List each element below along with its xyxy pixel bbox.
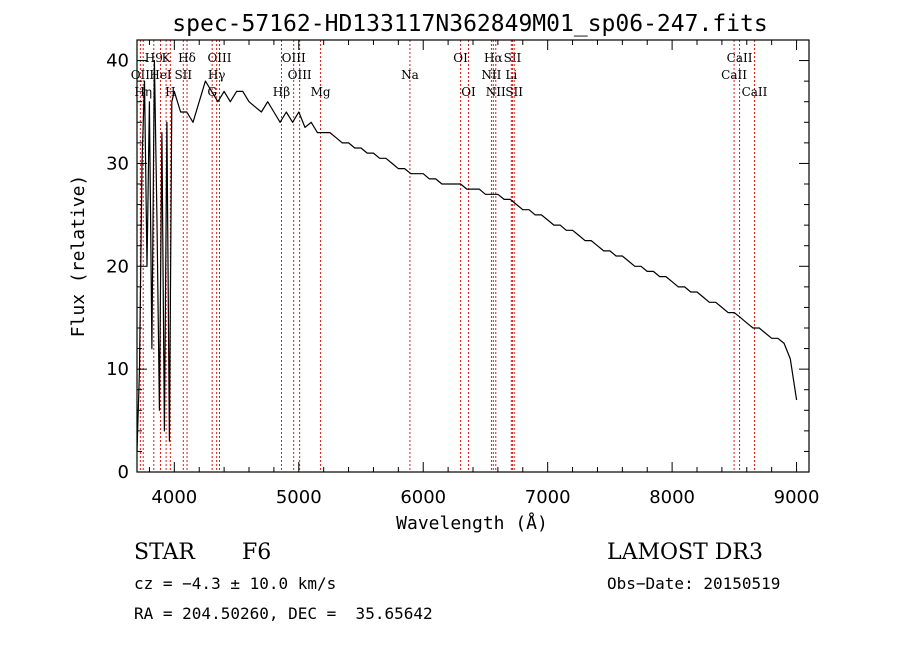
plot-frame (136, 39, 810, 473)
y-tick-label: 30 (106, 153, 129, 174)
line-marker-label: SII (504, 51, 522, 65)
x-tick-label: 6000 (400, 487, 446, 508)
chart-title: spec-57162-HD133117N362849M01_sp06-247.f… (172, 11, 767, 37)
line-marker-label: Mg (311, 85, 331, 99)
line-marker-label: H (165, 85, 175, 99)
line-marker-label: OI (461, 85, 476, 99)
x-tick-label: 8000 (649, 487, 695, 508)
y-axis-label: Flux (relative) (68, 175, 89, 338)
line-marker-label: Hδ (178, 51, 196, 65)
line-marker-label: NII (486, 85, 506, 99)
line-marker-label: CaII (727, 51, 753, 65)
line-marker-label: Hα (484, 51, 503, 65)
observation-date: Obs−Date: 20150519 (607, 574, 781, 593)
x-axis-label: Wavelength (Å) (396, 512, 548, 534)
line-marker-label: SII (174, 68, 192, 82)
x-tick-label: 5000 (276, 487, 322, 508)
line-marker-label: CaII (721, 68, 747, 82)
redshift-velocity: cz = −4.3 ± 10.0 km/s (134, 574, 337, 593)
line-marker-label: Li (505, 68, 517, 82)
line-marker-label: Na (401, 68, 419, 82)
line-marker-label: OIII (207, 51, 231, 65)
line-marker-label: OII (131, 68, 151, 82)
y-tick-label: 20 (106, 256, 129, 277)
y-tick-label: 10 (106, 359, 129, 380)
line-marker-label: CaII (742, 85, 768, 99)
axes: 4000 5000 6000 7000 8000 9000 0 10 20 30 40 (106, 39, 820, 508)
line-marker-label: SII (505, 85, 523, 99)
line-marker-label: OIII (282, 51, 306, 65)
sky-coordinates: RA = 204.50260, DEC = 35.65642 (134, 604, 433, 623)
series-flux (136, 59, 798, 452)
y-tick-label: 0 (118, 462, 129, 483)
line-marker-label: K (162, 51, 172, 65)
line-marker-label: NII (481, 68, 501, 82)
line-marker-label: Hγ (208, 68, 226, 82)
x-tick-label: 4000 (151, 487, 197, 508)
line-marker-label: OIII (288, 68, 312, 82)
survey-name: LAMOST DR3 (607, 540, 763, 565)
flux-spectrum-layer (136, 59, 798, 452)
line-marker-label: Hη (134, 85, 152, 99)
x-tick-label: 7000 (525, 487, 571, 508)
line-marker-label: OI (453, 51, 468, 65)
object-class: STAR (134, 540, 195, 565)
line-marker-label: HeI (149, 68, 172, 82)
line-marker-label: H9 (145, 51, 163, 65)
line-marker-label: Hβ (273, 85, 290, 99)
object-subclass: F6 (242, 540, 272, 565)
x-tick-label: 9000 (774, 487, 820, 508)
y-tick-label: 40 (106, 51, 129, 72)
